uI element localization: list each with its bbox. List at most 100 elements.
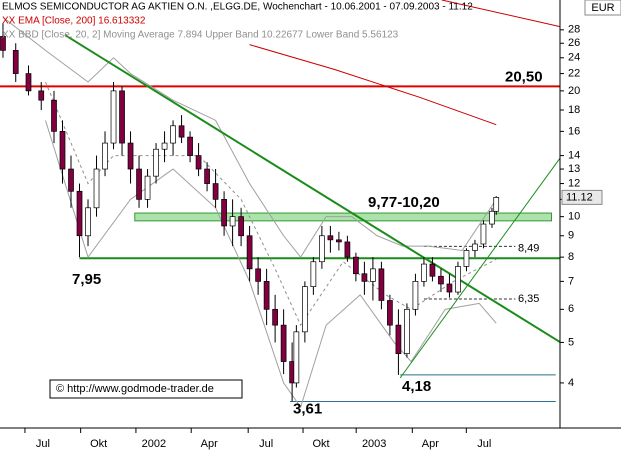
indicator-line	[64, 34, 561, 343]
candle-body	[119, 90, 125, 144]
candle-body	[280, 324, 287, 362]
candle-body	[229, 216, 236, 227]
candle-body	[463, 250, 470, 267]
candle-body	[353, 256, 359, 275]
currency-box	[584, 0, 621, 16]
x-tick-label: Jul	[259, 438, 273, 450]
y-tick-label: 20	[568, 85, 580, 97]
x-tick-label: Apr	[201, 438, 218, 450]
candle-body	[272, 308, 278, 326]
currency: EUR	[591, 2, 614, 14]
candle-body	[336, 239, 342, 243]
candle-body	[68, 168, 74, 192]
y-tick-label: 12	[568, 177, 580, 189]
candle-body	[319, 235, 325, 263]
candle-body	[102, 142, 108, 170]
candle-body	[212, 183, 219, 200]
candle-body	[429, 263, 436, 277]
candle-body	[178, 125, 185, 138]
candle-body	[0, 36, 6, 51]
chart-title: ELMOS SEMICONDUCTOR AG AKTIEN O.N. ,ELGG…	[2, 2, 473, 13]
y-tick-label: 26	[568, 37, 580, 49]
indicator-line	[2, 16, 497, 259]
candle-body	[412, 281, 419, 310]
price-tag	[561, 189, 603, 205]
candle-body	[127, 142, 134, 170]
y-tick-label: 8	[568, 251, 574, 263]
x-tick-label: Okt	[312, 438, 329, 450]
candle-body	[302, 286, 308, 333]
y-tick-label: 13	[568, 163, 580, 175]
x-tick-label: Jul	[477, 438, 491, 450]
candle-body	[93, 168, 100, 209]
y-tick-label: 7	[568, 275, 574, 287]
candle-body	[246, 235, 253, 270]
x-tick-label: 2002	[142, 438, 166, 450]
candle-body	[493, 197, 500, 212]
candle-body	[221, 199, 227, 227]
candle-body	[59, 131, 66, 170]
candle-body	[76, 190, 83, 237]
level-label: 3,61	[293, 400, 322, 417]
candle-body	[472, 243, 478, 251]
candle-body	[263, 281, 270, 310]
candle-body	[187, 136, 193, 156]
level-label: 8,49	[518, 242, 539, 254]
y-tick-label: 18	[568, 104, 580, 116]
candle-body	[370, 268, 376, 282]
candle-body	[489, 210, 495, 225]
candle-body	[480, 223, 487, 245]
y-tick-label: 6	[568, 303, 574, 315]
level-label: 6,35	[518, 293, 539, 305]
candle-body	[344, 241, 351, 258]
candle-body	[310, 261, 317, 287]
y-tick-label: 16	[568, 125, 580, 137]
candle-body	[387, 300, 393, 326]
y-tick-label: 22	[568, 67, 580, 79]
level-label: 4,18	[402, 378, 431, 395]
candle-body	[404, 308, 410, 355]
candle-body	[195, 155, 202, 170]
copyright-box	[49, 379, 243, 399]
candle-body	[12, 50, 19, 74]
y-tick-label: 10	[568, 211, 580, 223]
band-label: 9,77-10,20	[368, 194, 440, 211]
candle-body	[293, 331, 300, 384]
candle-body	[438, 275, 444, 285]
x-tick-label: 2003	[362, 438, 386, 450]
candle-body	[161, 142, 168, 150]
x-tick-label: Apr	[422, 438, 439, 450]
copyright: © http://www.godmode-trader.de	[56, 383, 214, 395]
indicator-line	[399, 157, 561, 379]
candle-body	[153, 148, 159, 177]
x-tick-label: Okt	[90, 438, 107, 450]
candle-body	[446, 283, 453, 293]
candle-body	[395, 324, 402, 355]
candle-body	[51, 99, 57, 132]
plot-area	[0, 0, 561, 409]
candle-body	[204, 168, 210, 184]
y-tick-label: 24	[568, 52, 580, 64]
y-tick-label: 4	[568, 377, 574, 389]
ema-legend: XX EMA [Close, 200] 16.613332	[2, 16, 146, 27]
bbd-legend: XX BBD [Close, 20, 2] Moving Average 7.8…	[2, 30, 399, 41]
candle-body	[144, 175, 151, 200]
y-tick-label: 5	[568, 336, 574, 348]
candle-body	[361, 273, 368, 282]
candle-body	[170, 125, 176, 144]
y-tick-label: 14	[568, 149, 580, 161]
y-tick-label: 28	[568, 24, 580, 36]
candle-body	[110, 90, 117, 144]
x-tick-label: Jul	[36, 438, 50, 450]
level-label: 7,95	[72, 271, 101, 288]
candle-body	[38, 90, 45, 101]
candle-body	[136, 168, 142, 200]
candle-body	[455, 266, 461, 293]
candle-body	[378, 268, 385, 301]
candle-body	[255, 268, 261, 282]
candle-body	[421, 263, 427, 282]
level-label: 20,50	[505, 68, 543, 85]
candle-body	[238, 216, 244, 237]
